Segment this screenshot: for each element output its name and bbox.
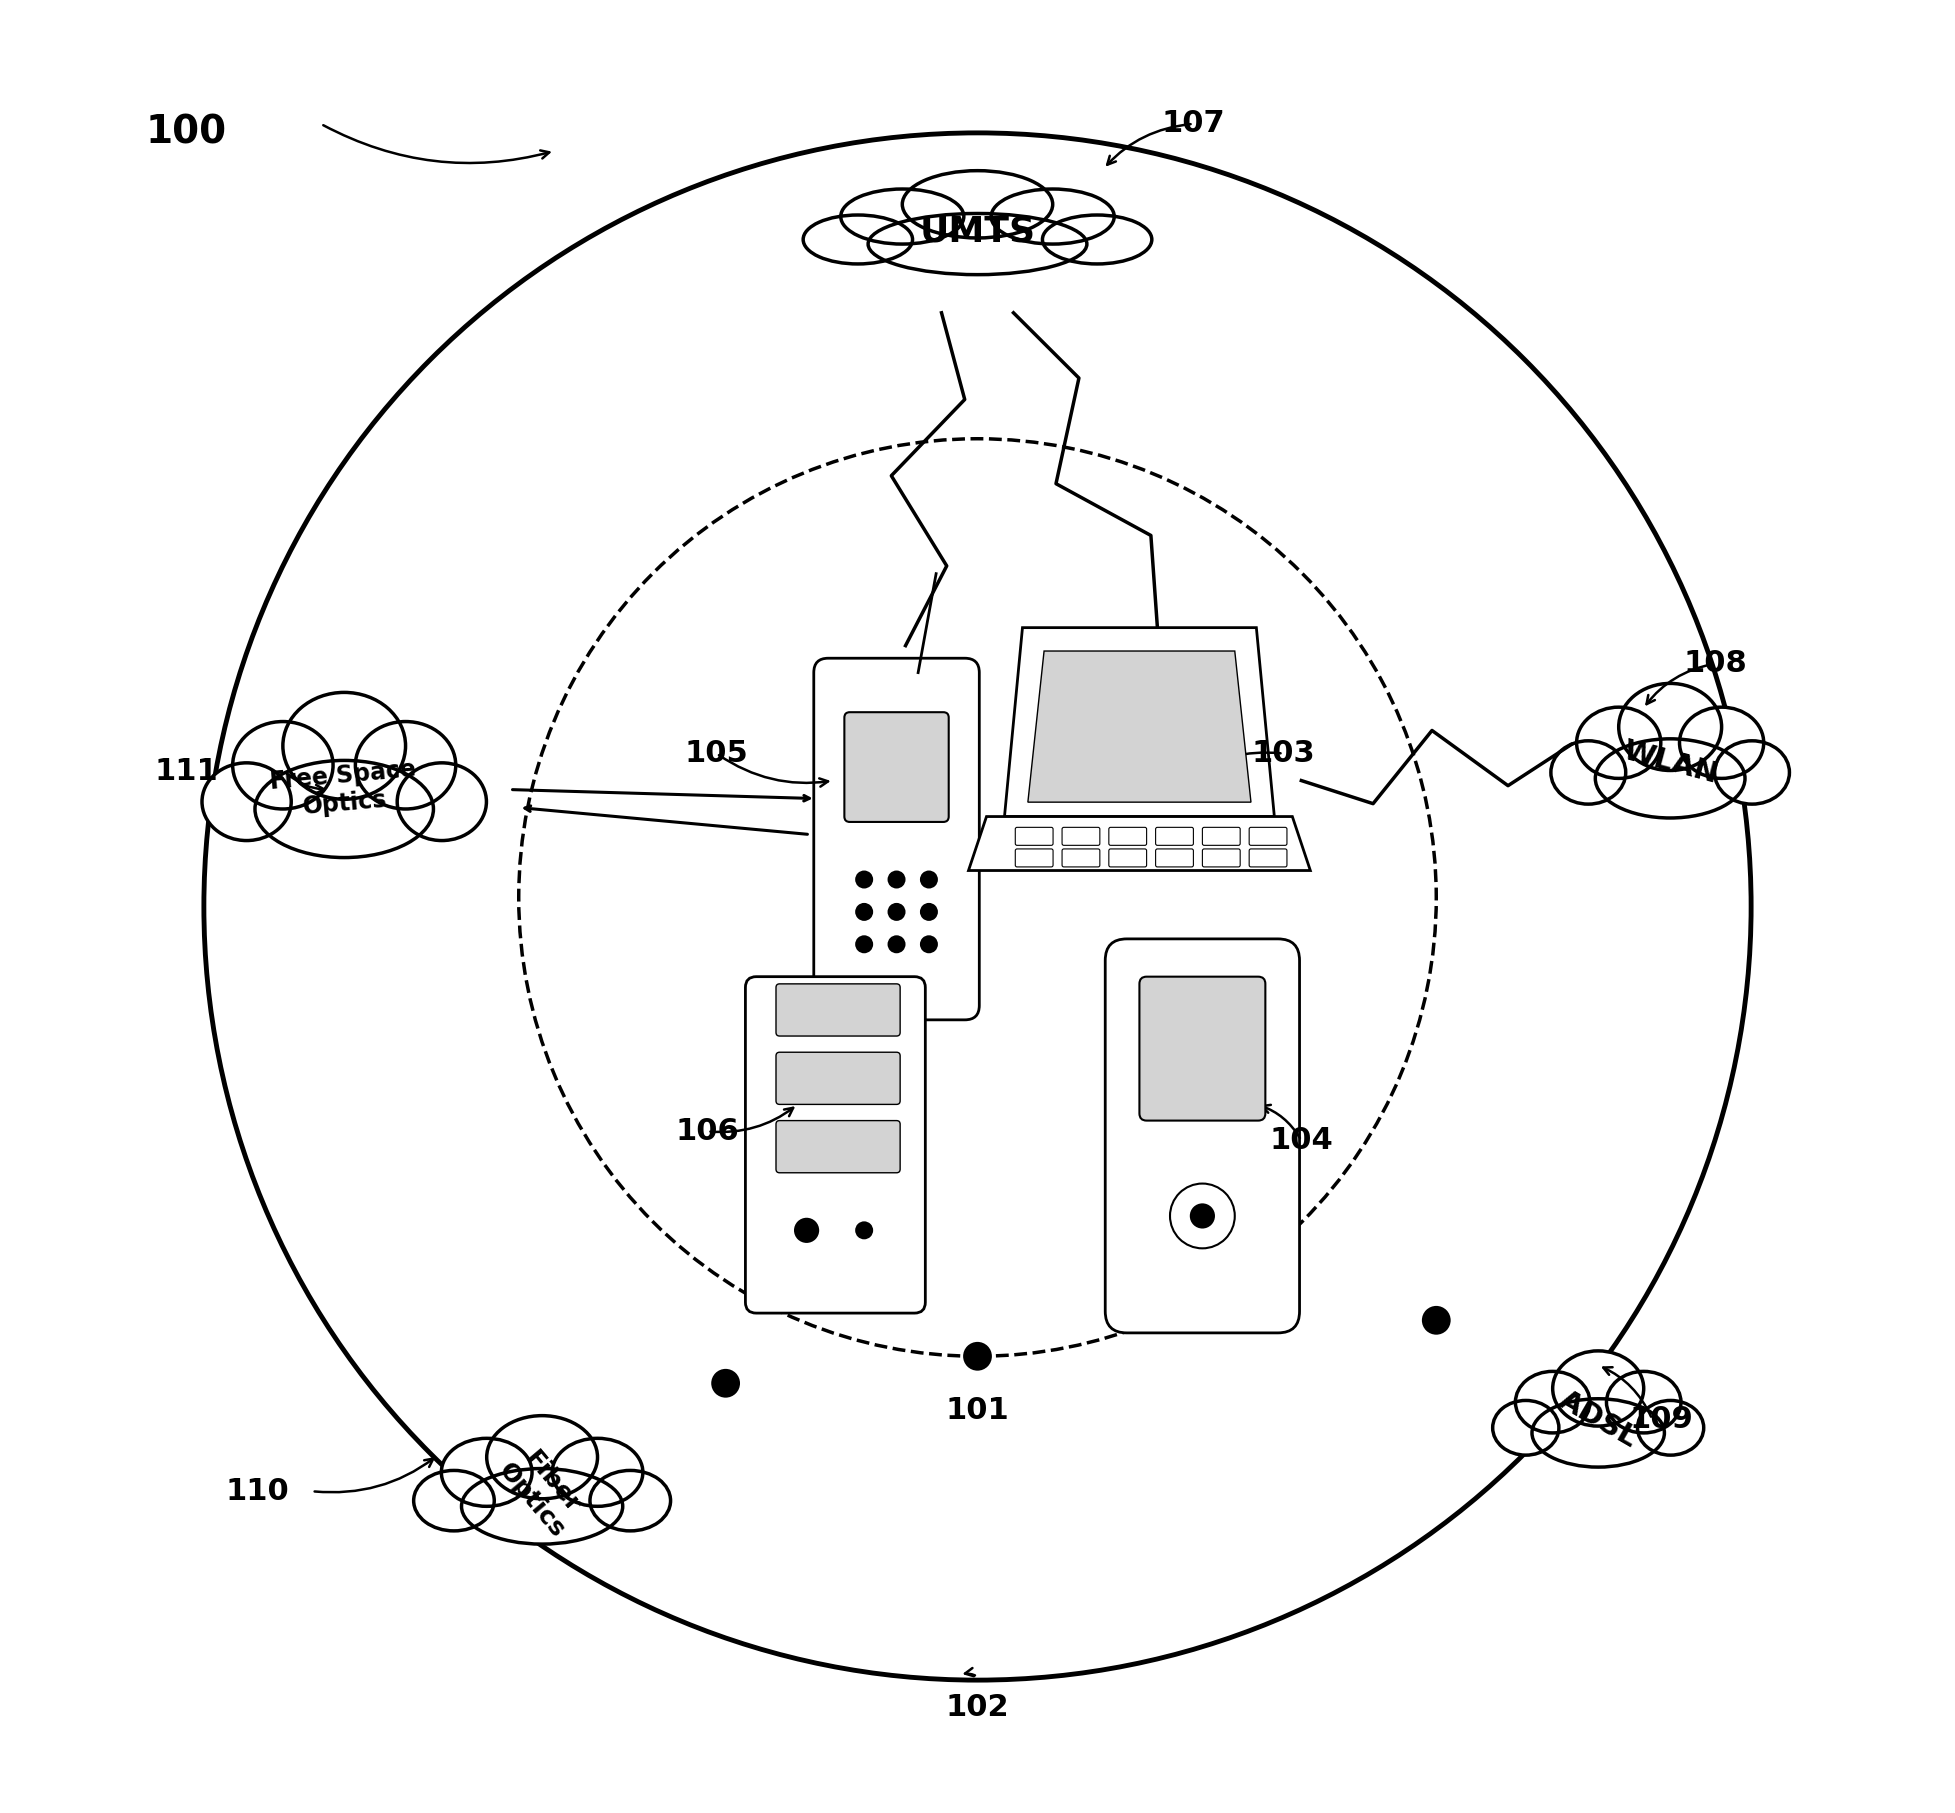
Ellipse shape	[283, 693, 405, 800]
FancyBboxPatch shape	[1202, 827, 1239, 845]
Circle shape	[1169, 1184, 1236, 1249]
Polygon shape	[1005, 627, 1275, 816]
Ellipse shape	[461, 1469, 624, 1545]
FancyBboxPatch shape	[1015, 827, 1054, 845]
Ellipse shape	[590, 1470, 671, 1530]
FancyBboxPatch shape	[1155, 848, 1193, 867]
Ellipse shape	[442, 1438, 532, 1507]
FancyBboxPatch shape	[1105, 939, 1300, 1333]
FancyBboxPatch shape	[1062, 827, 1101, 845]
Text: 103: 103	[1251, 740, 1316, 769]
FancyBboxPatch shape	[776, 984, 899, 1035]
Ellipse shape	[1042, 216, 1151, 265]
Circle shape	[1191, 1204, 1214, 1229]
Circle shape	[854, 903, 874, 921]
FancyBboxPatch shape	[1202, 848, 1239, 867]
Ellipse shape	[356, 722, 456, 809]
Ellipse shape	[551, 1438, 643, 1507]
Circle shape	[964, 1342, 991, 1371]
FancyArrowPatch shape	[710, 1108, 794, 1131]
Ellipse shape	[868, 214, 1087, 274]
Ellipse shape	[414, 1470, 495, 1530]
FancyBboxPatch shape	[1062, 848, 1101, 867]
FancyBboxPatch shape	[1015, 848, 1054, 867]
Polygon shape	[1028, 651, 1251, 801]
FancyBboxPatch shape	[745, 977, 925, 1313]
Text: 106: 106	[676, 1117, 739, 1146]
Ellipse shape	[903, 170, 1052, 238]
Ellipse shape	[201, 763, 291, 841]
Ellipse shape	[233, 722, 332, 809]
FancyArrowPatch shape	[1603, 1367, 1652, 1416]
Text: 105: 105	[684, 740, 749, 769]
Ellipse shape	[1552, 1351, 1644, 1427]
FancyArrowPatch shape	[1261, 1104, 1300, 1139]
Ellipse shape	[1515, 1371, 1589, 1432]
Circle shape	[854, 1222, 874, 1240]
Ellipse shape	[991, 189, 1114, 245]
Text: 102: 102	[946, 1693, 1009, 1722]
Text: 101: 101	[946, 1396, 1009, 1425]
Ellipse shape	[1550, 742, 1627, 805]
FancyArrowPatch shape	[287, 774, 325, 794]
Circle shape	[921, 903, 938, 921]
Ellipse shape	[254, 760, 434, 858]
FancyArrowPatch shape	[1189, 752, 1281, 778]
Ellipse shape	[841, 189, 964, 245]
Circle shape	[921, 870, 938, 888]
Text: WLAN: WLAN	[1619, 736, 1720, 789]
FancyBboxPatch shape	[776, 1052, 899, 1104]
Circle shape	[794, 1218, 819, 1244]
FancyBboxPatch shape	[1249, 827, 1286, 845]
Circle shape	[888, 870, 905, 888]
FancyBboxPatch shape	[1108, 848, 1148, 867]
Ellipse shape	[487, 1416, 598, 1499]
Ellipse shape	[1638, 1400, 1703, 1456]
Text: 100: 100	[145, 114, 227, 152]
FancyArrowPatch shape	[1646, 664, 1713, 703]
FancyArrowPatch shape	[1107, 123, 1191, 165]
Circle shape	[921, 936, 938, 954]
FancyBboxPatch shape	[1155, 827, 1193, 845]
Circle shape	[712, 1369, 741, 1398]
Ellipse shape	[804, 216, 913, 265]
Ellipse shape	[1576, 707, 1662, 778]
FancyBboxPatch shape	[1108, 827, 1148, 845]
Text: 104: 104	[1269, 1126, 1333, 1155]
Circle shape	[888, 903, 905, 921]
Circle shape	[1421, 1305, 1451, 1334]
Ellipse shape	[1494, 1400, 1558, 1456]
Circle shape	[888, 936, 905, 954]
Text: Free Space
Optics: Free Space Optics	[270, 758, 420, 821]
FancyArrowPatch shape	[323, 125, 549, 163]
FancyBboxPatch shape	[1140, 977, 1265, 1120]
FancyBboxPatch shape	[845, 713, 948, 821]
Polygon shape	[968, 816, 1310, 870]
Ellipse shape	[1715, 742, 1789, 805]
FancyBboxPatch shape	[776, 1120, 899, 1173]
FancyBboxPatch shape	[1249, 848, 1286, 867]
Ellipse shape	[397, 763, 487, 841]
Text: 107: 107	[1161, 109, 1226, 138]
Text: 108: 108	[1683, 649, 1748, 678]
Ellipse shape	[1595, 740, 1746, 818]
Text: 111: 111	[154, 758, 217, 787]
Text: Fiber
Optics: Fiber Optics	[493, 1440, 590, 1543]
FancyBboxPatch shape	[813, 658, 979, 1021]
FancyArrowPatch shape	[719, 756, 829, 787]
Text: UMTS: UMTS	[919, 214, 1036, 248]
Ellipse shape	[1607, 1371, 1681, 1432]
Text: 109: 109	[1629, 1405, 1693, 1434]
Text: ADSL: ADSL	[1554, 1385, 1642, 1452]
Ellipse shape	[1533, 1400, 1664, 1467]
Circle shape	[854, 870, 874, 888]
Ellipse shape	[1619, 684, 1722, 771]
Ellipse shape	[1679, 707, 1763, 778]
Circle shape	[854, 936, 874, 954]
Text: 110: 110	[227, 1478, 289, 1507]
FancyArrowPatch shape	[315, 1459, 434, 1492]
FancyArrowPatch shape	[966, 1668, 976, 1677]
